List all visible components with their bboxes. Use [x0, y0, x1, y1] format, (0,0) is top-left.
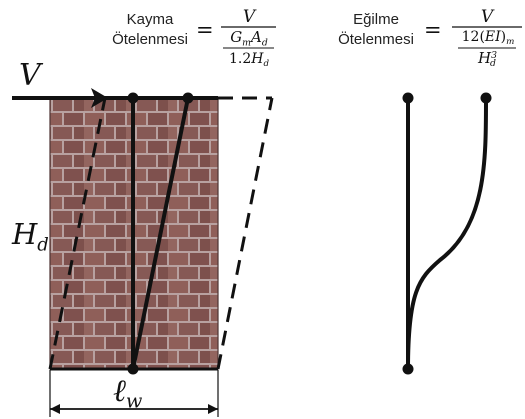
bending-denominator-sub: d	[490, 58, 496, 70]
shear-denominator-top: GmAd	[220, 28, 278, 48]
bending-denominator-top: 12(EI)m	[451, 29, 525, 47]
wall-length-label: ℓw	[113, 373, 142, 413]
width-dimension-right-arrow	[208, 404, 218, 414]
force-arrow-head	[91, 88, 108, 108]
shear-denominator-h-sub: d	[263, 59, 270, 70]
bending-sub-m: m	[506, 37, 515, 48]
bending-label-line1: Eğilme	[353, 11, 399, 28]
bending-top-node-displaced	[480, 92, 492, 104]
bending-label-line2: Ötelenmesi	[338, 31, 414, 48]
bending-close-paren: )	[500, 29, 507, 45]
wall-length-sub: w	[125, 389, 143, 413]
shear-label-line1: Kayma	[126, 11, 174, 28]
bending-denominator-h: H	[478, 49, 492, 67]
shear-denominator-a: A	[251, 28, 262, 46]
bending-ei: EI	[484, 29, 501, 45]
shear-denominator-h: H	[251, 51, 264, 67]
bending-denominator-sup: 3	[491, 49, 498, 61]
right-sheared-dashed	[216, 97, 274, 370]
force-label: V	[19, 58, 41, 93]
left-sheared-dashed	[48, 97, 107, 370]
bending-top-node-original	[402, 92, 414, 104]
bending-deformed-curve	[406, 97, 488, 370]
shear-top-node-original	[127, 92, 139, 104]
shear-denominator-coefficient: 1.2	[228, 51, 252, 67]
shear-label-line2: Ötelenmesi	[112, 31, 188, 48]
bending-numerator: V	[480, 7, 494, 27]
shear-denominator-d: d	[261, 37, 268, 49]
shear-denominator-g: G	[230, 28, 243, 46]
bending-denominator-bottom: H3d	[467, 49, 507, 69]
bending-coefficient: 12(	[461, 29, 485, 45]
shear-numerator: V	[242, 7, 256, 27]
height-label-main: H	[12, 217, 38, 251]
shear-denominator-m: m	[242, 37, 251, 49]
bending-bottom-node	[402, 363, 414, 375]
shear-equals: =	[196, 18, 214, 42]
wall-length-main: ℓ	[113, 373, 126, 409]
width-dimension-left-arrow	[50, 404, 60, 414]
shear-denominator-bottom: 1.2Hd	[220, 51, 278, 69]
height-label-sub: d	[37, 234, 49, 256]
shear-deformed-centerline	[131, 97, 190, 370]
height-label: Hd	[12, 217, 49, 255]
shear-bottom-node	[127, 363, 139, 375]
bending-equals: =	[424, 18, 442, 42]
shear-top-node-displaced	[182, 92, 194, 104]
